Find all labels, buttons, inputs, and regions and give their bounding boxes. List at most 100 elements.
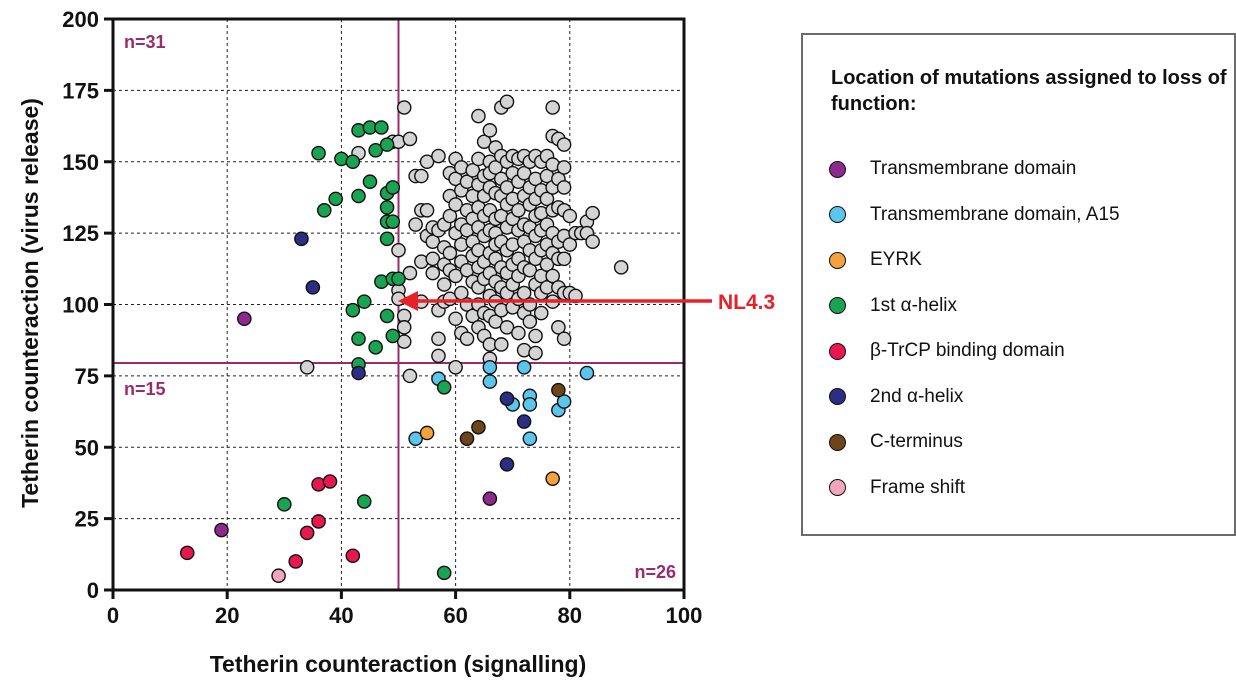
data-point bbox=[448, 268, 463, 284]
data-point bbox=[482, 491, 498, 506]
data-point bbox=[545, 471, 560, 486]
data-point bbox=[214, 522, 229, 538]
data-point bbox=[579, 365, 595, 381]
data-point bbox=[562, 237, 578, 252]
data-point bbox=[471, 419, 486, 435]
data-point bbox=[425, 265, 441, 281]
data-point bbox=[345, 154, 361, 170]
legend-label: Transmembrane domain bbox=[870, 158, 1077, 179]
data-point bbox=[311, 514, 326, 529]
data-point bbox=[551, 320, 566, 335]
data-point bbox=[533, 305, 549, 321]
data-point bbox=[374, 120, 389, 135]
data-point bbox=[237, 311, 252, 327]
data-point bbox=[488, 314, 503, 329]
data-point bbox=[556, 137, 572, 152]
data-point bbox=[179, 545, 195, 561]
data-point bbox=[442, 245, 458, 261]
data-point bbox=[271, 568, 286, 584]
y-tick-label: 25 bbox=[75, 507, 99, 532]
legend-label: β-TrCP binding domain bbox=[870, 340, 1065, 361]
legend-item: Transmembrane domain bbox=[829, 155, 1076, 183]
data-point bbox=[556, 180, 572, 195]
data-point bbox=[551, 382, 566, 398]
data-point bbox=[431, 348, 446, 364]
data-point bbox=[459, 431, 475, 446]
data-point bbox=[356, 294, 372, 309]
quadrant-label-bottom-right: n=26 bbox=[634, 562, 676, 582]
legend-label: EYRK bbox=[870, 249, 922, 270]
data-point bbox=[351, 188, 366, 204]
data-point bbox=[459, 331, 475, 347]
data-point bbox=[499, 457, 515, 472]
data-point bbox=[316, 202, 332, 218]
nl43-arrowhead bbox=[398, 291, 418, 311]
data-point bbox=[488, 160, 503, 175]
data-point bbox=[613, 260, 629, 275]
legend-item: 2nd α-helix bbox=[829, 383, 963, 411]
data-point bbox=[351, 365, 366, 381]
x-tick-label: 20 bbox=[215, 603, 239, 628]
data-point bbox=[431, 148, 446, 164]
data-point bbox=[522, 397, 538, 412]
tick-labels: 0 20 40 60 80 100 0 25 50 75 100 125 150 175 200 bbox=[62, 7, 702, 628]
x-tick-label: 80 bbox=[558, 603, 582, 628]
data-point bbox=[425, 251, 441, 267]
y-tick-label: 125 bbox=[62, 221, 99, 246]
data-point bbox=[431, 331, 446, 347]
legend-swatch bbox=[829, 479, 846, 496]
y-tick-label: 150 bbox=[62, 150, 99, 175]
data-point bbox=[294, 231, 309, 247]
data-point bbox=[539, 191, 555, 207]
data-point bbox=[299, 525, 315, 541]
data-point bbox=[402, 368, 418, 384]
data-point bbox=[419, 202, 435, 218]
data-point bbox=[499, 94, 515, 110]
data-point bbox=[522, 262, 538, 278]
data-point bbox=[585, 205, 600, 221]
legend-title: Location of mutations assigned to loss o… bbox=[831, 67, 1227, 115]
data-point bbox=[482, 360, 498, 375]
data-point bbox=[425, 234, 441, 249]
y-tick-label: 75 bbox=[75, 364, 99, 389]
legend-item: Transmembrane domain, A15 bbox=[829, 201, 1120, 229]
data-point bbox=[556, 251, 572, 267]
data-point bbox=[499, 320, 515, 335]
data-point bbox=[419, 154, 435, 170]
data-point bbox=[379, 137, 395, 152]
legend-item: EYRK bbox=[829, 246, 922, 274]
data-point bbox=[471, 108, 486, 124]
data-point bbox=[345, 548, 361, 564]
y-tick-label: 0 bbox=[87, 578, 99, 603]
legend-label: Frame shift bbox=[870, 476, 966, 498]
y-tick-label: 200 bbox=[62, 7, 99, 32]
data-point bbox=[493, 337, 509, 352]
data-point bbox=[516, 165, 532, 181]
data-point bbox=[419, 425, 435, 441]
data-point bbox=[465, 163, 481, 178]
data-point bbox=[585, 234, 600, 249]
axes bbox=[104, 17, 686, 599]
data-point bbox=[522, 431, 538, 446]
data-point bbox=[385, 328, 401, 344]
data-point bbox=[436, 379, 452, 395]
legend-label: 1st α-helix bbox=[870, 294, 958, 316]
data-point bbox=[482, 123, 498, 138]
data-point bbox=[516, 414, 532, 429]
data-point bbox=[356, 494, 372, 509]
data-point bbox=[311, 145, 326, 161]
data-point bbox=[556, 160, 572, 175]
legend-swatch bbox=[829, 433, 846, 451]
legend-swatch bbox=[829, 160, 846, 178]
legend-item: 1st α-helix bbox=[829, 292, 957, 320]
data-point bbox=[379, 308, 395, 324]
legend-item: C-terminus bbox=[829, 428, 963, 456]
data-point bbox=[476, 134, 492, 150]
legend-item: β-TrCP binding domain bbox=[829, 337, 1065, 365]
data-point bbox=[396, 334, 412, 349]
data-point bbox=[379, 231, 395, 247]
data-point bbox=[396, 320, 412, 335]
x-tick-label: 0 bbox=[107, 603, 119, 628]
data-points bbox=[179, 94, 629, 584]
